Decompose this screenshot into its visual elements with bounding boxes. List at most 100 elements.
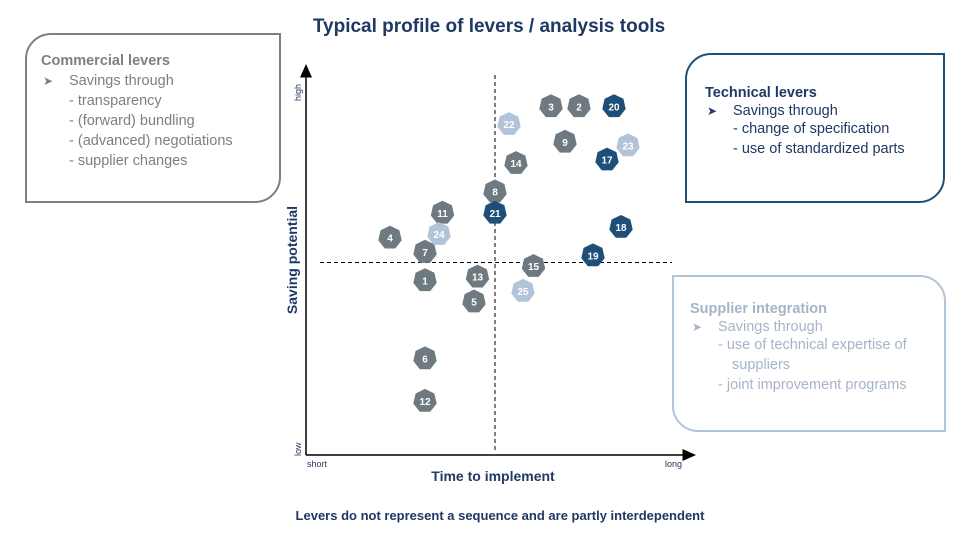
lever-number: 14 — [510, 159, 522, 170]
supplier-integration-title: Supplier integration — [690, 301, 827, 317]
x-axis-label: Time to implement — [431, 468, 555, 484]
lever-number: 13 — [472, 273, 484, 284]
lever-marker — [511, 278, 535, 302]
list-item: supplier changes — [69, 151, 267, 171]
lever-marker — [609, 215, 633, 238]
footer-note: Levers do not represent a sequence and a… — [295, 508, 705, 523]
lever-point-18: 18 — [609, 215, 633, 238]
supplier-integration-box: Supplier integration ➤ Savings through us… — [672, 275, 946, 432]
lever-marker — [616, 133, 640, 157]
lever-marker — [378, 225, 402, 249]
list-item: use of standardized parts — [733, 139, 931, 159]
lever-number: 5 — [471, 298, 477, 309]
lever-marker — [430, 200, 455, 224]
technical-levers-title: Technical levers — [705, 85, 817, 101]
lever-number: 1 — [422, 276, 428, 287]
technical-levers-subtitle: ➤ Savings through — [707, 103, 931, 119]
lever-marker — [462, 289, 486, 313]
lever-number: 4 — [387, 234, 393, 245]
lever-marker — [413, 268, 437, 292]
page-title: Typical profile of levers / analysis too… — [312, 16, 666, 37]
lever-number: 12 — [419, 397, 431, 408]
list-item: change of specification — [733, 119, 931, 139]
lever-marker — [465, 264, 490, 288]
supplier-integration-subtitle: ➤ Savings through — [692, 319, 932, 335]
lever-number: 8 — [492, 188, 498, 199]
supplier-subtitle-text: Savings through — [718, 319, 823, 335]
lever-number: 19 — [587, 251, 599, 262]
commercial-levers-title: Commercial levers — [41, 53, 170, 69]
list-item: transparency — [69, 91, 267, 111]
lever-marker — [483, 179, 507, 203]
lever-point-23: 23 — [616, 133, 640, 157]
lever-marker — [497, 112, 521, 135]
list-item: use of technical expertise of suppliers — [718, 335, 932, 375]
lever-point-14: 14 — [504, 151, 528, 174]
supplier-integration-list: use of technical expertise of suppliers … — [690, 335, 932, 395]
lever-point-21: 21 — [483, 200, 507, 224]
lever-point-19: 19 — [581, 243, 605, 267]
lever-marker — [553, 129, 577, 153]
commercial-subtitle-text: Savings through — [69, 73, 174, 89]
lever-number: 15 — [528, 262, 540, 273]
lever-marker — [483, 200, 507, 224]
y-axis-label: Saving potential — [284, 206, 300, 314]
x-tick-long: long — [665, 459, 682, 469]
lever-number: 2 — [576, 102, 582, 113]
lever-marker — [427, 222, 451, 245]
lever-point-9: 9 — [553, 129, 577, 153]
lever-point-3: 3 — [539, 94, 563, 118]
lever-point-24: 24 — [427, 222, 451, 245]
commercial-levers-box: Commercial levers ➤ Savings through trans… — [25, 33, 281, 203]
lever-point-7: 7 — [413, 239, 437, 263]
list-item: (forward) bundling — [69, 111, 267, 131]
lever-point-17: 17 — [595, 147, 619, 171]
lever-number: 21 — [489, 209, 501, 220]
lever-marker — [413, 239, 437, 263]
lever-point-8: 8 — [483, 179, 507, 203]
lever-marker — [595, 147, 619, 171]
lever-number: 9 — [562, 138, 568, 149]
lever-marker — [539, 94, 563, 118]
lever-number: 20 — [608, 102, 620, 113]
lever-point-15: 15 — [521, 254, 546, 277]
lever-number: 22 — [503, 120, 515, 131]
lever-number: 3 — [548, 102, 554, 113]
lever-point-4: 4 — [378, 225, 402, 249]
lever-marker — [413, 388, 437, 412]
quadrant-divider-lines — [320, 75, 672, 450]
lever-marker — [581, 243, 605, 267]
lever-point-25: 25 — [511, 278, 535, 302]
y-tick-low: low — [293, 442, 303, 456]
technical-levers-box: Technical levers ➤ Savings through change… — [685, 53, 945, 203]
lever-point-11: 11 — [430, 200, 455, 224]
lever-number: 7 — [422, 248, 428, 259]
lever-point-13: 13 — [465, 264, 490, 288]
lever-point-12: 12 — [413, 388, 437, 412]
arrow-bullet-icon: ➤ — [707, 104, 718, 118]
lever-marker — [504, 151, 528, 174]
lever-number: 18 — [615, 223, 627, 234]
lever-point-5: 5 — [462, 289, 486, 313]
arrow-bullet-icon: ➤ — [43, 74, 54, 88]
list-item: (advanced) negotiations — [69, 131, 267, 151]
y-tick-high: high — [293, 84, 303, 101]
lever-marker — [602, 94, 626, 118]
lever-number: 25 — [517, 287, 529, 298]
lever-point-2: 2 — [567, 94, 591, 118]
list-item: joint improvement programs — [718, 375, 932, 395]
x-tick-short: short — [307, 459, 328, 469]
lever-marker — [521, 254, 546, 277]
lever-marker — [413, 346, 437, 370]
lever-marker — [567, 94, 591, 118]
lever-number: 24 — [433, 230, 445, 241]
commercial-levers-list: transparency (forward) bundling (advance… — [41, 91, 267, 171]
technical-levers-list: change of specification use of standardi… — [705, 119, 931, 159]
lever-number: 23 — [622, 141, 634, 152]
lever-point-20: 20 — [602, 94, 626, 118]
lever-point-22: 22 — [497, 112, 521, 135]
lever-number: 6 — [422, 354, 428, 365]
commercial-levers-subtitle: ➤ Savings through — [43, 71, 267, 91]
